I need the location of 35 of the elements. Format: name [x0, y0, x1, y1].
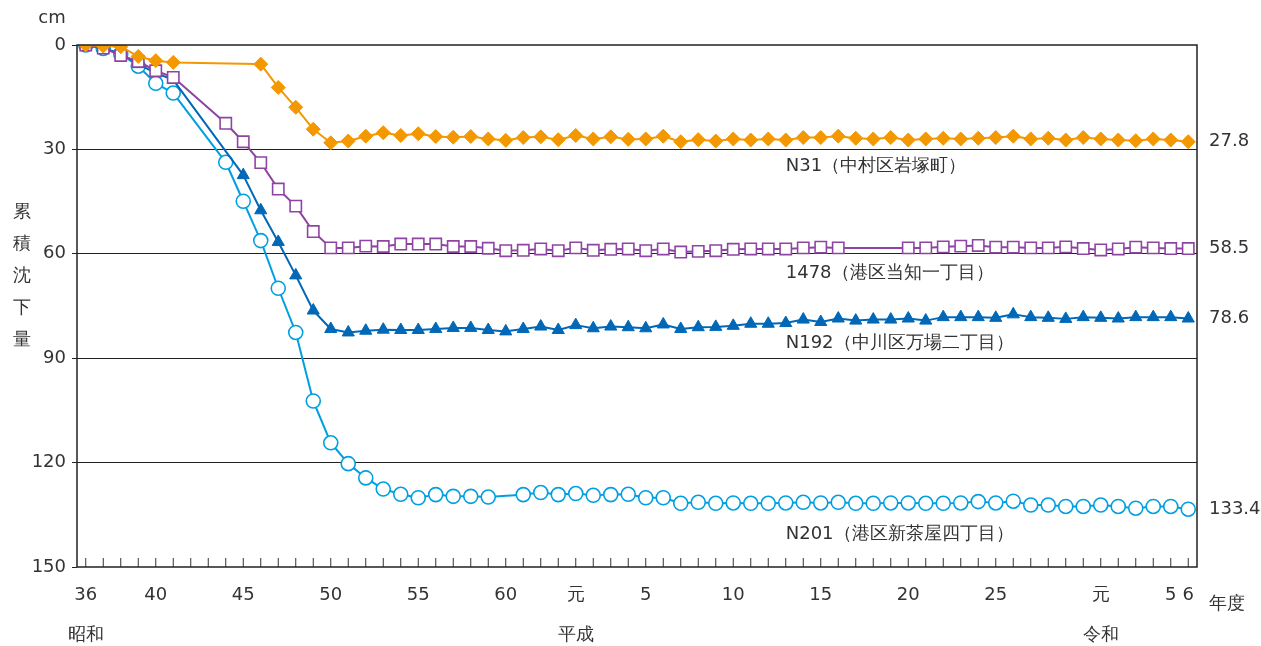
series-label: N31（中村区岩塚町）	[785, 154, 967, 176]
x-tick-label: 元	[566, 583, 585, 605]
y-tick-label: 120	[31, 450, 66, 472]
x-tick-label: 40	[144, 583, 168, 605]
x-tick-label: 15	[809, 583, 833, 605]
data-label: 133.4	[1209, 496, 1261, 518]
x-tick-label: 60	[494, 583, 518, 605]
y-tick-label: 0	[54, 32, 66, 54]
text: cm	[38, 5, 66, 27]
y-tick-label: 30	[43, 137, 66, 159]
x-tick-label: 50	[319, 583, 343, 605]
x-tick-label: 45	[231, 583, 255, 605]
x-tick-label: 5	[640, 583, 652, 605]
y-tick-label: 60	[43, 241, 66, 263]
text: 平成	[557, 622, 594, 644]
series-label: N192（中川区万場二丁目）	[785, 331, 1014, 353]
y-tick-label: 150	[31, 554, 66, 576]
x-tick-label: 5	[1165, 583, 1177, 605]
series-label: N201（港区新茶屋四丁目）	[785, 521, 1014, 543]
x-tick-label: 36	[74, 583, 98, 605]
x-tick-label: 6	[1182, 583, 1194, 605]
text: 令和	[1082, 622, 1119, 644]
y-axis-title: 累積沈下量	[13, 199, 31, 349]
data-label: 78.6	[1209, 306, 1250, 328]
x-tick-label: 20	[896, 583, 920, 605]
data-label: 27.8	[1209, 129, 1250, 151]
x-tick-label: 10	[721, 583, 745, 605]
x-axis-title: 年度	[1209, 591, 1245, 613]
x-tick-label: 元	[1091, 583, 1110, 605]
y-tick-label: 90	[43, 345, 66, 367]
x-tick-label: 25	[984, 583, 1008, 605]
data-label: 58.5	[1209, 236, 1250, 258]
series-label: 1478（港区当知一丁目）	[785, 261, 994, 283]
text: 昭和	[67, 622, 104, 644]
x-tick-label: 55	[406, 583, 430, 605]
